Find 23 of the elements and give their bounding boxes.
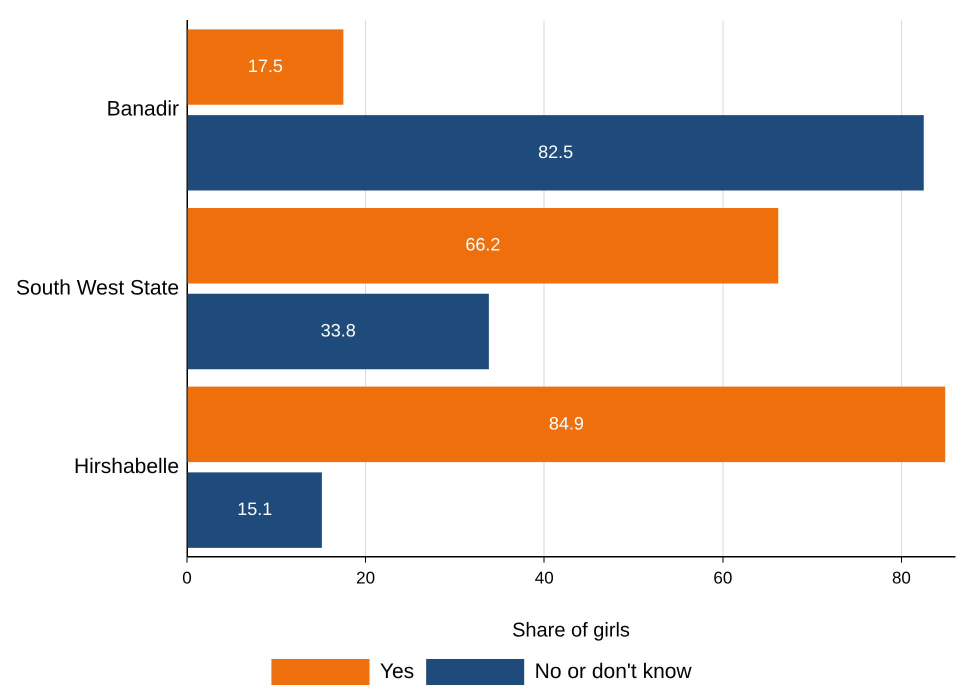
y-tick-label: Banadir bbox=[106, 98, 180, 121]
data-label: 17.5 bbox=[248, 56, 283, 76]
bar bbox=[188, 29, 344, 105]
bar bbox=[188, 115, 924, 191]
x-tick-label: 0 bbox=[182, 568, 192, 588]
y-tick-label: Hirshabelle bbox=[74, 455, 180, 478]
legend-label: No or don't know bbox=[534, 660, 692, 683]
x-tick-label: 20 bbox=[356, 568, 376, 588]
bar bbox=[188, 386, 946, 462]
bar bbox=[188, 208, 778, 284]
x-tick-label: 40 bbox=[534, 568, 554, 588]
x-tick-label: 60 bbox=[713, 568, 732, 588]
bar bbox=[188, 294, 489, 370]
data-label: 33.8 bbox=[320, 320, 356, 340]
data-label: 15.1 bbox=[237, 499, 272, 520]
y-tick-label: South West State bbox=[16, 276, 180, 300]
x-axis-title: Share of girls bbox=[512, 620, 630, 642]
data-label: 82.5 bbox=[538, 142, 574, 162]
bar bbox=[188, 472, 322, 548]
legend-label: Yes bbox=[380, 660, 414, 683]
x-tick-label: 80 bbox=[892, 568, 911, 588]
data-label: 66.2 bbox=[465, 234, 500, 255]
data-label: 84.9 bbox=[548, 413, 584, 434]
